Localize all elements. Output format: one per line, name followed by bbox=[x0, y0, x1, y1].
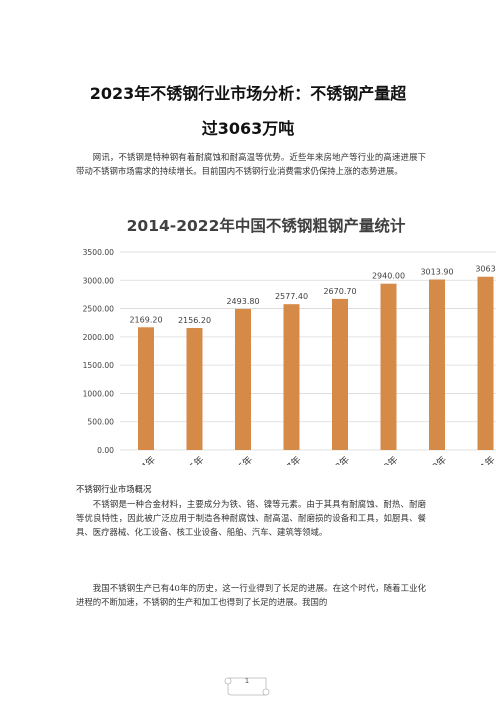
chart-title: 2014-2022年中国不锈钢粗钢产量统计 bbox=[127, 216, 406, 235]
data-label: 2169.20 bbox=[129, 315, 162, 324]
body-paragraph-1: 不锈钢是一种合金材料，主要成分为铁、铬、镍等元素。由于其具有耐腐蚀、耐热、耐磨等… bbox=[76, 499, 426, 537]
y-tick-label: 2000.00 bbox=[83, 333, 115, 342]
data-label: 2156.20 bbox=[178, 316, 211, 325]
data-label: 3013.90 bbox=[420, 267, 453, 276]
bar bbox=[429, 279, 445, 450]
y-tick-label: 0.00 bbox=[97, 446, 114, 455]
page-title-line-2: 过3063万吨 bbox=[201, 119, 295, 138]
data-label: 2670.70 bbox=[323, 287, 356, 296]
x-tick-label: 2020年 bbox=[417, 453, 450, 465]
page-footer: 1 bbox=[222, 673, 272, 697]
x-tick-label: 2019年 bbox=[368, 453, 401, 465]
x-tick-label: 2014年 bbox=[126, 453, 159, 465]
bar-chart: 2014-2022年中国不锈钢粗钢产量统计 0.00 500.00 1000.00 1… bbox=[66, 209, 496, 465]
data-label: 2577.40 bbox=[275, 292, 308, 301]
bar bbox=[283, 304, 300, 450]
chart-y-axis: 0.00 500.00 1000.00 1500.00 2000.00 2500.00 30… bbox=[83, 248, 115, 455]
page-title-line-1: 2023年不锈钢行业市场分析：不锈钢产量超 bbox=[89, 84, 407, 103]
y-tick-label: 1000.00 bbox=[83, 389, 115, 398]
bar bbox=[138, 327, 154, 450]
scroll-ornament-icon bbox=[224, 677, 270, 696]
data-label: 2940.00 bbox=[372, 272, 405, 281]
body-paragraph-2: 我国不锈钢生产已有40年的历史，这一行业得到了长足的进展。在这个时代，随着工业化… bbox=[76, 583, 426, 607]
x-tick-label: 2015年 bbox=[174, 453, 207, 465]
data-label: 2493.80 bbox=[226, 297, 259, 306]
chart-svg: 2014-2022年中国不锈钢粗钢产量统计 0.00 500.00 1000.00 1… bbox=[83, 216, 496, 465]
y-tick-label: 3000.00 bbox=[83, 276, 115, 285]
page-number: 1 bbox=[244, 677, 250, 685]
y-tick-label: 2500.00 bbox=[83, 305, 115, 314]
bar bbox=[332, 298, 348, 450]
intro-paragraph: 网讯，不锈钢是特种钢有着耐腐蚀和耐高温等优势。近些年来房地产等行业的高速进展下带… bbox=[76, 152, 426, 176]
bar bbox=[186, 328, 203, 450]
x-tick-label: 2018年 bbox=[320, 453, 353, 465]
chart-gridlines bbox=[120, 251, 496, 451]
x-tick-label: 2016年 bbox=[223, 453, 256, 465]
x-tick-label: 2021年 bbox=[465, 453, 496, 465]
y-tick-label: 500.00 bbox=[87, 418, 114, 427]
chart-data-labels: 2169.20 2156.20 2493.80 2577.40 2670.70 2940.… bbox=[129, 265, 495, 325]
chart-bars bbox=[138, 276, 494, 450]
y-tick-label: 3500.00 bbox=[83, 248, 115, 257]
chart-x-axis: 2014年 2015年 2016年 2017年 2018年 2019年 2020年 2021年 bbox=[126, 453, 496, 465]
bar bbox=[380, 283, 397, 450]
y-tick-label: 1500.00 bbox=[83, 361, 115, 370]
data-label: 3063 bbox=[475, 265, 495, 274]
x-tick-label: 2017年 bbox=[271, 453, 304, 465]
bar bbox=[477, 276, 494, 450]
section-heading: 不锈钢行业市场概况 bbox=[76, 484, 152, 494]
bar bbox=[235, 308, 251, 450]
